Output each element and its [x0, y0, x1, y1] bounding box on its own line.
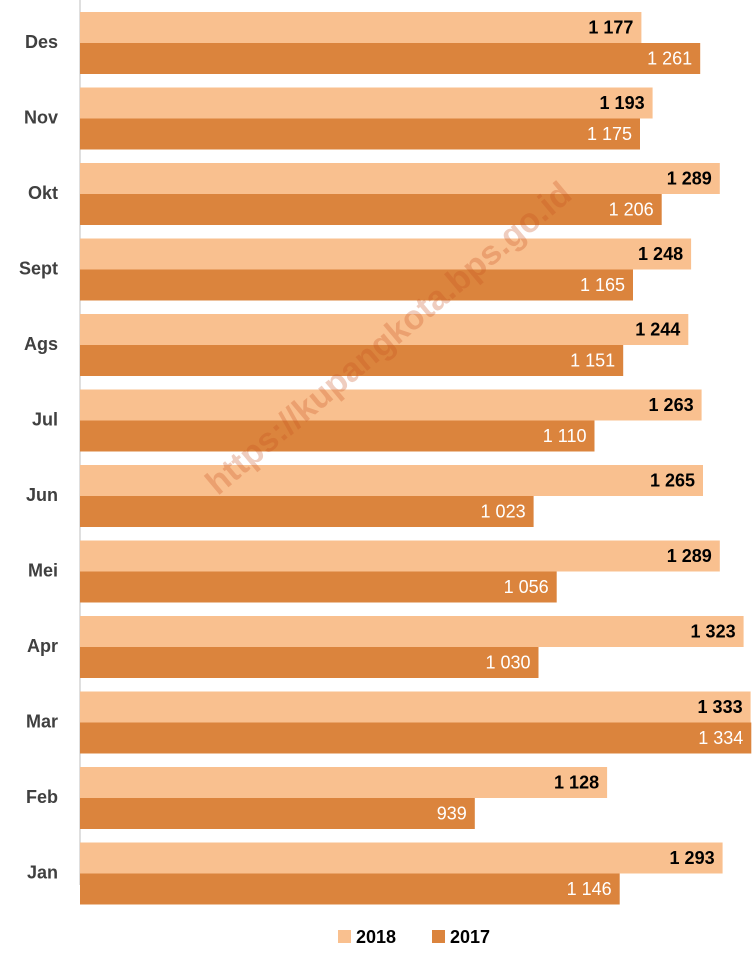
y-tick-label: Feb — [26, 787, 58, 807]
bar — [80, 12, 642, 43]
data-label: 1 334 — [698, 728, 743, 748]
data-label: 1 289 — [667, 168, 712, 188]
y-tick-label: Mei — [28, 560, 58, 580]
bar — [80, 842, 723, 874]
y-tick-label: Nov — [24, 107, 58, 127]
bar — [80, 571, 557, 603]
data-label: 1 261 — [647, 48, 692, 68]
bar — [80, 163, 720, 194]
y-tick-label: Apr — [27, 636, 58, 656]
bar — [80, 43, 701, 74]
data-label: 1 263 — [649, 395, 694, 415]
data-label: 1 175 — [587, 124, 632, 144]
data-label: 1 248 — [638, 244, 683, 264]
bar — [80, 767, 608, 798]
bar — [80, 873, 620, 905]
legend-swatch — [432, 930, 445, 943]
legend-label: 2017 — [450, 927, 490, 947]
data-label: 1 289 — [667, 546, 712, 566]
bar — [80, 345, 624, 376]
data-label: 1 023 — [481, 501, 526, 521]
bar — [80, 314, 689, 345]
bar — [80, 496, 534, 527]
y-tick-label: Mar — [26, 711, 58, 731]
bar — [80, 722, 752, 754]
bar — [80, 798, 475, 829]
data-label: 1 265 — [650, 470, 695, 490]
legend-swatch — [338, 930, 351, 943]
bar — [80, 465, 703, 496]
data-label: 1 333 — [698, 697, 743, 717]
bar — [80, 647, 539, 678]
bar — [80, 118, 640, 150]
y-tick-label: Jul — [32, 409, 58, 429]
y-tick-label: Sept — [19, 258, 58, 278]
data-label: 1 244 — [635, 319, 680, 339]
data-label: 1 128 — [554, 772, 599, 792]
bar — [80, 87, 653, 119]
legend-label: 2018 — [356, 927, 396, 947]
data-label: 1 165 — [580, 275, 625, 295]
data-label: 1 206 — [609, 199, 654, 219]
data-label: 1 110 — [543, 426, 587, 446]
y-tick-label: Ags — [24, 334, 58, 354]
data-label: 939 — [437, 803, 467, 823]
data-label: 1 293 — [670, 848, 715, 868]
bar — [80, 238, 692, 270]
data-label: 1 193 — [600, 93, 645, 113]
bar — [80, 269, 633, 301]
y-tick-label: Jan — [27, 862, 58, 882]
bar — [80, 691, 751, 723]
bar — [80, 616, 744, 647]
bar — [80, 389, 702, 421]
bar — [80, 420, 595, 452]
data-label: 1 323 — [691, 621, 736, 641]
y-tick-label: Des — [25, 32, 58, 52]
data-label: 1 146 — [567, 879, 612, 899]
data-label: 1 030 — [485, 652, 530, 672]
data-label: 1 151 — [570, 350, 615, 370]
y-tick-label: Okt — [28, 183, 58, 203]
data-label: 1 177 — [588, 17, 633, 37]
y-tick-label: Jun — [26, 485, 58, 505]
bar — [80, 540, 720, 572]
data-label: 1 056 — [504, 577, 549, 597]
bar — [80, 194, 662, 225]
